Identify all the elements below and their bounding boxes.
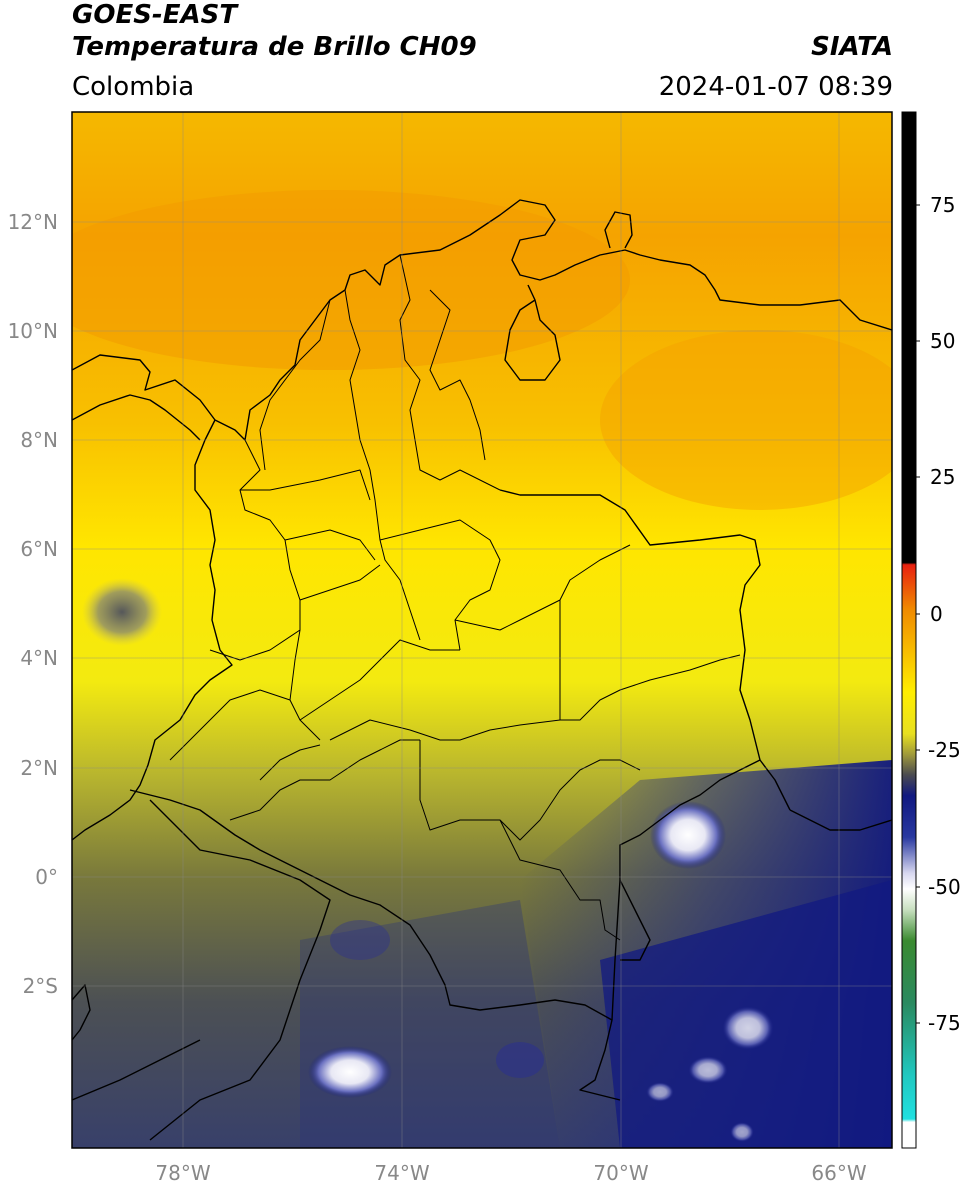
satellite-title: GOES-EAST <box>72 0 238 30</box>
brightness-temperature-field <box>72 112 892 1148</box>
cloud-cell-pacific <box>82 578 162 646</box>
colorbar-tick-label: 75 <box>930 193 955 217</box>
map-frame <box>71 111 893 1149</box>
lat-tick-label: 8°N <box>20 428 58 452</box>
lon-tick-label: 70°W <box>593 1161 648 1185</box>
lat-tick-label: 6°N <box>20 537 58 561</box>
colorbar: 75 50 25 0 -25 -50 -75 <box>901 111 961 1149</box>
colorbar-tick-label: -75 <box>928 1011 961 1035</box>
lat-tick-label: 10°N <box>8 319 58 343</box>
product-title: Temperatura de Brillo CH09 <box>72 32 477 62</box>
colorbar-tick-label: 0 <box>930 602 943 626</box>
cold-cloud-top-1 <box>650 801 726 869</box>
colorbar-tick-label: 50 <box>930 329 955 353</box>
colorbar-tick-label: 25 <box>930 465 955 489</box>
lon-tick-label: 74°W <box>374 1161 429 1185</box>
cold-cloud-top-2 <box>308 1046 392 1098</box>
lat-tick-label: 4°N <box>20 646 58 670</box>
colorbar-tick-label: -50 <box>928 875 961 899</box>
colorbar-scale <box>901 111 917 1149</box>
graticule <box>72 112 892 1148</box>
cold-cloud-top-3 <box>722 1006 774 1050</box>
coastlines-and-borders <box>72 199 892 1141</box>
lat-tick-label: 12°N <box>8 210 58 234</box>
latitude-axis: 12°N 10°N 8°N 6°N 4°N 2°N 0° 2°S <box>8 210 58 998</box>
region-label: Colombia <box>72 72 195 102</box>
colorbar-tick-label: -25 <box>928 738 961 762</box>
organization-label: SIATA <box>811 32 893 62</box>
lon-tick-label: 66°W <box>811 1161 866 1185</box>
lat-tick-label: 0° <box>35 865 58 889</box>
longitude-axis: 78°W 74°W 70°W 66°W <box>155 1161 866 1185</box>
timestamp-label: 2024-01-07 08:39 <box>658 72 893 102</box>
lon-tick-label: 78°W <box>155 1161 210 1185</box>
lat-tick-label: 2°N <box>20 756 58 780</box>
lat-tick-label: 2°S <box>23 974 58 998</box>
